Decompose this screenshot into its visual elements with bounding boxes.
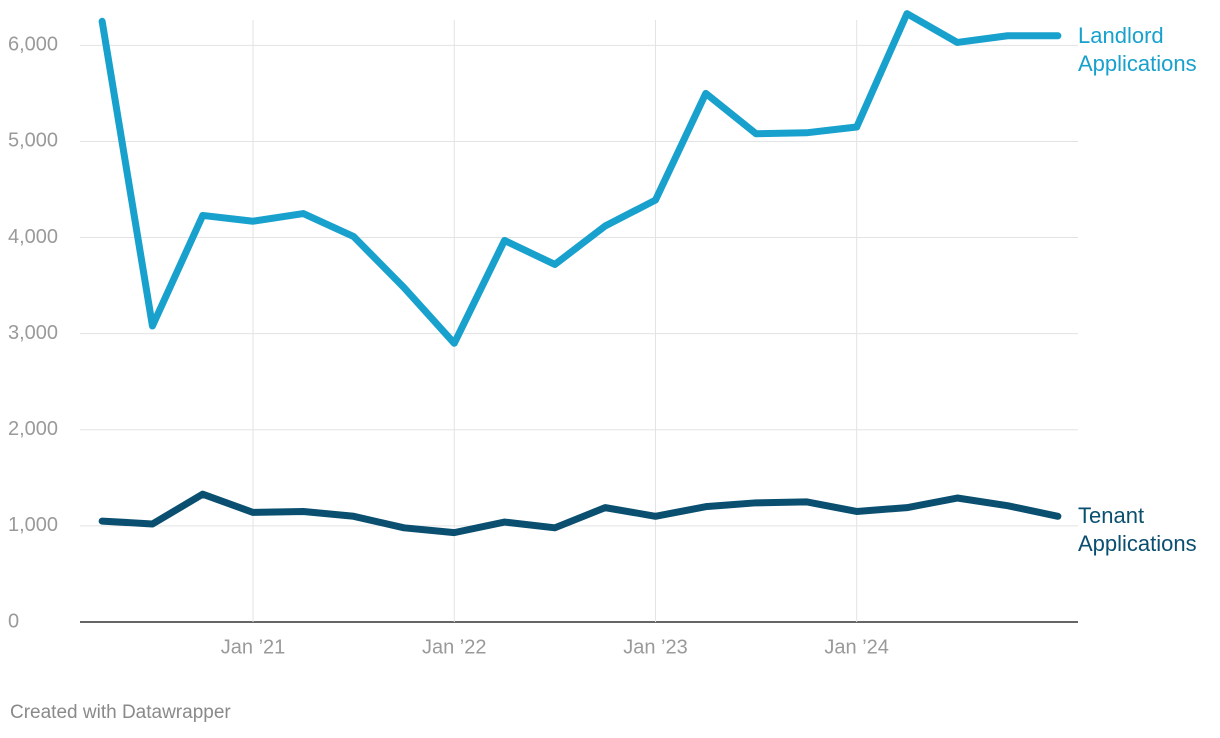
y-tick-label: 5,000 xyxy=(8,130,58,152)
y-tick-label: 2,000 xyxy=(8,418,58,440)
line-series xyxy=(98,490,1062,537)
y-tick-label: 3,000 xyxy=(8,322,58,344)
y-tick-label: 0 xyxy=(8,610,19,632)
y-tick-label: 6,000 xyxy=(8,34,58,56)
series-label: Landlord Applications xyxy=(1078,22,1197,76)
x-tick-label: Jan ’24 xyxy=(824,636,889,658)
x-tick-label: Jan ’22 xyxy=(422,636,487,658)
footer: Created with Datawrapper xyxy=(10,702,231,723)
line-series xyxy=(98,10,1062,347)
x-tick-label: Jan ’23 xyxy=(623,636,688,658)
series-label: Tenant Applications xyxy=(1078,503,1197,557)
x-tick-label: Jan ’21 xyxy=(221,636,286,658)
y-tick-label: 4,000 xyxy=(8,226,58,248)
y-tick-label: 1,000 xyxy=(8,514,58,536)
